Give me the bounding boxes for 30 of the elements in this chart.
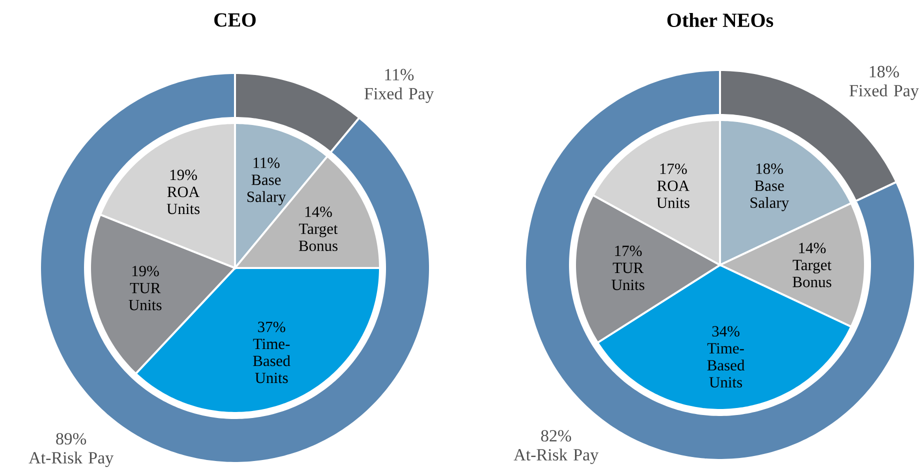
data-label: 82% (541, 430, 572, 442)
slice-label: ROA Units (166, 186, 200, 214)
slice-label: At-Risk Pay (28, 452, 114, 468)
data-label: 11% (254, 158, 280, 168)
data-label: 19% (132, 266, 159, 276)
chart-title: CEO (214, 13, 256, 27)
data-label: 34% (712, 326, 740, 337)
slice-label: Target Bonus (792, 260, 832, 288)
data-label: 37% (258, 322, 286, 332)
slice-label: TUR Units (612, 262, 644, 290)
data-label: 89% (56, 433, 86, 445)
slice-label: Time-Based Units (707, 343, 745, 388)
slice-label: Time-Based Units (253, 338, 290, 384)
slice-label: Fixed Pay (364, 87, 434, 103)
slice-label: Base Salary (750, 180, 790, 212)
slice-label: ROA Units (656, 180, 690, 208)
slice-label: Base Salary (247, 174, 286, 206)
data-label: 11% (385, 68, 414, 80)
slice-label: Target Bonus (298, 224, 338, 252)
data-label: 17% (660, 164, 687, 174)
slice-label: At-Risk Pay (514, 448, 599, 464)
data-label: 18% (756, 163, 783, 174)
data-label: 19% (170, 170, 197, 180)
chart-title: Other NEOs (667, 12, 774, 28)
data-label: 17% (615, 246, 642, 256)
data-label: 14% (799, 242, 826, 254)
slice-label: Fixed Pay (849, 84, 919, 100)
slice-label: TUR Units (128, 282, 162, 310)
data-label: 18% (870, 66, 899, 78)
data-label: 14% (305, 206, 332, 218)
